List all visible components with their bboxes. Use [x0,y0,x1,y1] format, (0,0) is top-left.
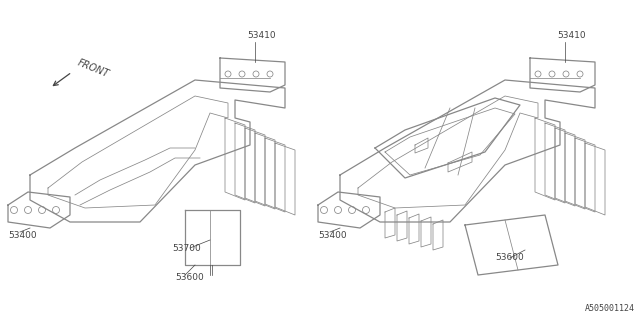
Text: 53400: 53400 [318,230,347,239]
Text: 53600: 53600 [175,274,204,283]
Text: FRONT: FRONT [76,57,111,79]
Text: A505001124: A505001124 [585,304,635,313]
Text: 53400: 53400 [8,230,36,239]
Text: 53410: 53410 [247,30,276,39]
Text: 53600: 53600 [495,253,524,262]
Text: 53700: 53700 [172,244,201,252]
Text: 53410: 53410 [557,30,586,39]
